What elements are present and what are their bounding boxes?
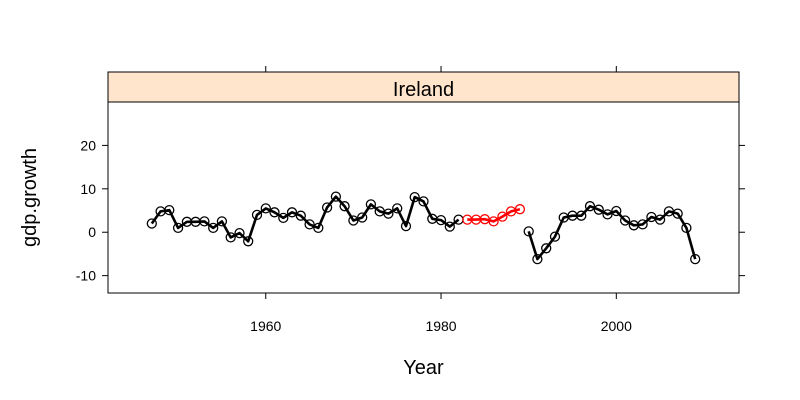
data-point [286, 207, 298, 218]
data-point [497, 211, 508, 222]
data-point [365, 199, 377, 210]
y-tick-label: 10 [80, 181, 96, 197]
data-point [251, 209, 263, 221]
data-point [418, 196, 429, 207]
strip-background [108, 72, 739, 102]
data-point [409, 191, 420, 203]
data-point [304, 219, 315, 230]
data-point [444, 221, 455, 232]
data-point [295, 210, 306, 221]
data-point [199, 216, 210, 227]
data-point [269, 207, 280, 218]
y-tick-label: 0 [88, 224, 96, 240]
series-line [467, 207, 521, 223]
data-point [208, 222, 219, 234]
data-point [260, 203, 271, 214]
data-point [672, 208, 683, 219]
data-point [593, 204, 604, 215]
data-point [172, 222, 184, 234]
x-tick-label: 1980 [425, 318, 456, 334]
data-point [348, 215, 359, 226]
data-point [164, 204, 175, 216]
data-point [541, 243, 552, 254]
data-point [330, 191, 342, 202]
x-tick-label: 1960 [250, 318, 281, 334]
data-point [357, 212, 368, 223]
data-point [234, 227, 245, 239]
data-point [339, 201, 350, 212]
data-point [514, 204, 526, 215]
data-point [243, 236, 254, 247]
data-point [146, 218, 157, 229]
data-point [278, 212, 289, 224]
data-point [549, 231, 561, 242]
data-point [681, 222, 692, 234]
data-point [532, 253, 543, 265]
data-point [488, 216, 499, 227]
y-axis-title: gdp.growth [19, 148, 41, 247]
data-point [435, 214, 447, 226]
strip-label: Ireland [393, 79, 454, 101]
y-tick-label: 20 [80, 137, 96, 153]
data-point [611, 205, 622, 217]
data-point [383, 208, 394, 219]
data-point [321, 202, 333, 213]
data-point [576, 210, 587, 221]
data-point [400, 220, 412, 232]
x-axis: 1960 1980 2000 [250, 66, 632, 334]
data-point [392, 203, 403, 214]
series-layer [146, 191, 701, 265]
y-tick-label: -10 [76, 268, 96, 284]
x-tick-label: 2000 [601, 318, 632, 334]
series-line [150, 195, 460, 243]
data-point [654, 214, 666, 225]
data-point [602, 209, 613, 220]
data-point [216, 216, 228, 227]
data-point [225, 232, 236, 243]
data-point [313, 222, 324, 234]
data-point [637, 219, 648, 230]
data-point [584, 201, 596, 212]
data-point [523, 226, 534, 237]
x-axis-title: Year [403, 357, 444, 379]
data-point [690, 253, 701, 265]
data-point [619, 215, 631, 226]
panel-frame [107, 101, 740, 294]
y-axis: -10 0 10 20 [76, 137, 745, 284]
